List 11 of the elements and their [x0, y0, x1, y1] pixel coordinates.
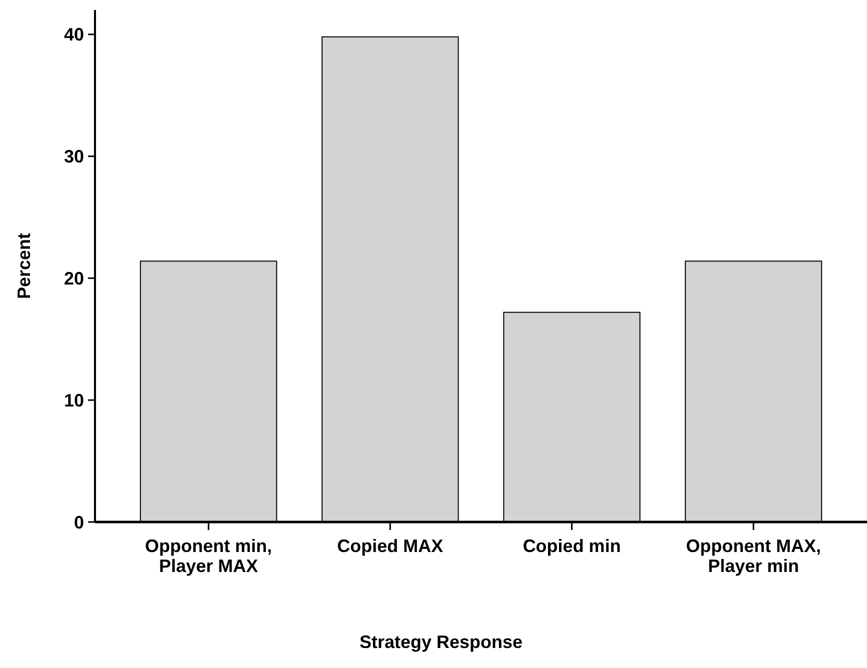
x-tick-label: Opponent min, Player MAX	[145, 536, 272, 576]
y-tick-label: 40	[64, 24, 84, 45]
y-tick-label: 30	[64, 146, 84, 167]
x-axis-title: Strategy Response	[359, 632, 523, 652]
y-tick-label: 10	[64, 390, 84, 410]
x-tick-label: Copied min	[522, 536, 621, 556]
y-tick-label: 20	[64, 268, 84, 288]
y-tick-label: 0	[74, 512, 84, 532]
x-tick-label: Copied MAX	[337, 536, 444, 556]
y-axis-title: Percent	[14, 232, 34, 300]
x-tick-label: Opponent MAX, Player min	[686, 536, 821, 576]
